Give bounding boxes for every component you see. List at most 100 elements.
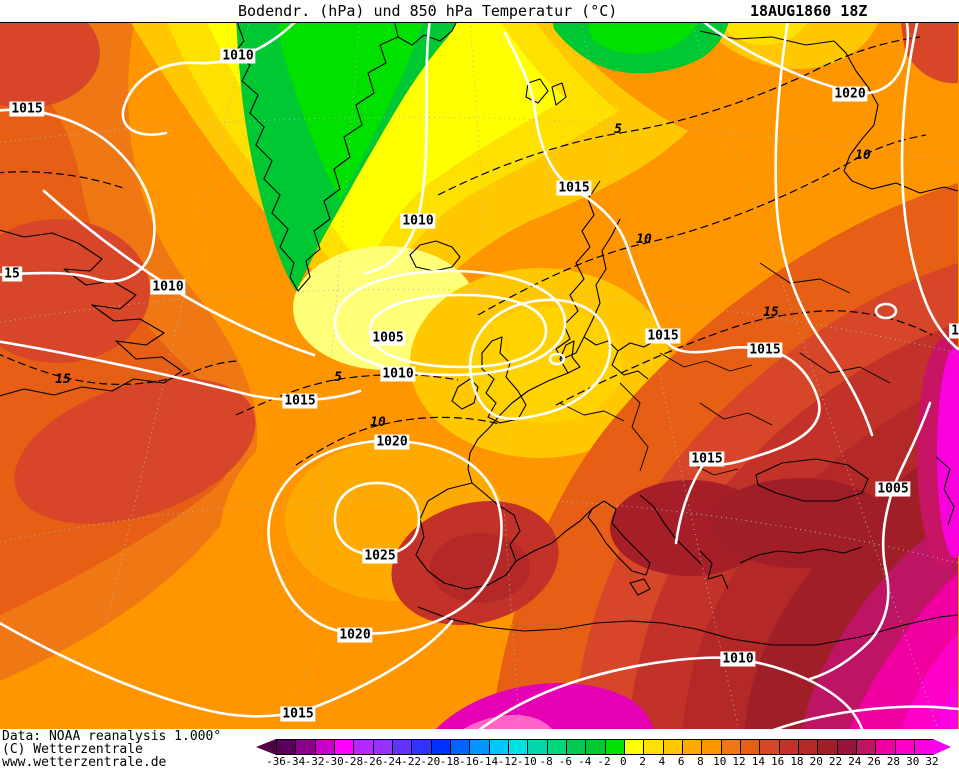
north-africa-coast bbox=[417, 606, 959, 646]
isobar-label: 1015 bbox=[689, 451, 725, 467]
isobar-label: 1015 bbox=[556, 180, 592, 196]
colorbar-tick: 18 bbox=[790, 755, 804, 768]
svalbard-coast bbox=[525, 78, 567, 106]
colorbar-cell bbox=[740, 740, 761, 754]
colorbar-tick: 16 bbox=[771, 755, 785, 768]
colorbar-cell bbox=[798, 740, 819, 754]
colorbar-cell bbox=[354, 740, 374, 754]
colorbar-tick: -24 bbox=[381, 755, 402, 768]
colorbar-tick: -14 bbox=[478, 755, 499, 768]
colorbar-cell bbox=[856, 740, 877, 754]
temperature-contour-label: 5 bbox=[614, 122, 622, 137]
colorbar-cell bbox=[528, 740, 548, 754]
colorbar-tick: 12 bbox=[732, 755, 746, 768]
colorbar-tick: -34 bbox=[285, 755, 306, 768]
colorbar-tick: 28 bbox=[886, 755, 901, 768]
colorbar-cell bbox=[489, 740, 509, 754]
colorbar-cell bbox=[373, 740, 393, 754]
footer: Data: NOAA reanalysis 1.000° (C) Wetterz… bbox=[0, 729, 959, 770]
colorbar-cell bbox=[663, 740, 683, 754]
colorbar-tick: -26 bbox=[362, 755, 383, 768]
isobar-label: 1010 bbox=[380, 366, 416, 382]
colorbar-cell bbox=[412, 740, 432, 754]
colorbar-tick: -32 bbox=[304, 755, 325, 768]
colorbar-cell bbox=[470, 740, 490, 754]
colorbar-cell bbox=[547, 740, 567, 754]
isobar-label: 1010 bbox=[400, 213, 436, 229]
map-datetime: 18AUG1860 18Z bbox=[750, 2, 868, 20]
colorbar-tick: 0 bbox=[619, 755, 627, 768]
credit-website: www.wetterzentrale.de bbox=[2, 755, 167, 770]
isobar-label: 1015 bbox=[645, 328, 681, 344]
iceland-coast bbox=[409, 240, 461, 272]
colorbar-cell bbox=[605, 740, 625, 754]
colorbar-right-arrow bbox=[933, 739, 951, 755]
colorbar-tick: 10 bbox=[713, 755, 727, 768]
colorbar-tick: 32 bbox=[925, 755, 939, 768]
isobar-label: 1020 bbox=[374, 434, 410, 450]
isobar-label: 1015 bbox=[280, 706, 316, 722]
isobar-label: 1020 bbox=[337, 627, 373, 643]
colorbar-cell bbox=[702, 740, 722, 754]
black-sea-coast bbox=[755, 458, 869, 502]
temperature-contour-label: 10 bbox=[370, 415, 386, 430]
colorbar-cell bbox=[296, 740, 316, 754]
colorbar-cell bbox=[624, 740, 645, 754]
colorbar-tick: -22 bbox=[401, 755, 421, 768]
caspian-coast bbox=[935, 456, 955, 526]
isobar-label: 1005 bbox=[875, 481, 911, 497]
temperature-contour-label: 15 bbox=[763, 305, 779, 320]
temperature-contours bbox=[0, 36, 933, 466]
page-title: Bodendr. (hPa) und 850 hPa Temperatur (°… bbox=[238, 2, 618, 20]
colorbar-cell bbox=[721, 740, 741, 754]
colorbar-tick: 4 bbox=[658, 755, 666, 768]
temperature-contour-label: 10 bbox=[855, 148, 871, 163]
colorbar-tick: -20 bbox=[420, 755, 441, 768]
colorbar-tick: -12 bbox=[497, 755, 518, 768]
italy-coast bbox=[587, 500, 651, 596]
colorbar-cell bbox=[682, 740, 703, 754]
colorbar-cell bbox=[431, 740, 451, 754]
colorbar-cell bbox=[895, 740, 915, 754]
colorbar-tick: -30 bbox=[323, 755, 344, 768]
map-area: 1010 1015 1010 1010 15 1005 1010 1015 1020 1025 10… bbox=[0, 22, 959, 730]
credit-copyright: (C) Wetterzentrale bbox=[2, 742, 143, 757]
colorbar-cell bbox=[334, 740, 355, 754]
map-labels-layer: 1010 1015 1010 1010 15 1005 1010 1015 1020 1025 10… bbox=[0, 23, 959, 730]
iberia-coast bbox=[415, 482, 521, 590]
isobar-label: 1010 bbox=[720, 651, 756, 667]
colorbar-tick-labels: -36 -34 -32 -30 -28 -26 -24 -22 -20 -18 -16 -14 -12-… bbox=[0, 755, 959, 768]
isobar-label: 1005 bbox=[370, 330, 406, 346]
colorbar-cell bbox=[508, 740, 529, 754]
uk-coast bbox=[481, 336, 527, 424]
temperature-contour-label: 15 bbox=[55, 372, 71, 387]
graticule bbox=[0, 23, 959, 730]
colorbar-tick: 30 bbox=[906, 755, 920, 768]
colorbar-tick: 24 bbox=[848, 755, 862, 768]
ireland-coast bbox=[451, 378, 479, 410]
colorbar-tick: -28 bbox=[343, 755, 364, 768]
isobar-label: 1010 bbox=[220, 48, 256, 64]
isobar-label: 1020 bbox=[832, 86, 868, 102]
colorbar-cell bbox=[644, 740, 664, 754]
weather-map bbox=[0, 23, 959, 730]
isobar-label: 1025 bbox=[362, 548, 398, 564]
colorbar-cell bbox=[392, 740, 413, 754]
colorbar-cell bbox=[837, 740, 857, 754]
colorbar-tick: -16 bbox=[459, 755, 479, 768]
temperature-shading bbox=[0, 23, 959, 730]
credit-data-source: Data: NOAA reanalysis 1.000° bbox=[2, 729, 222, 744]
colorbar-tick: -2 bbox=[597, 755, 611, 768]
colorbar-tick: 14 bbox=[751, 755, 765, 768]
colorbar-tick: 2 bbox=[639, 755, 646, 768]
temperature-colorbar bbox=[276, 739, 934, 755]
europe-coast bbox=[467, 372, 569, 484]
isobar-label: 1015 bbox=[282, 393, 318, 409]
colorbar-tick: -36 bbox=[266, 755, 286, 768]
colorbar-cell bbox=[566, 740, 587, 754]
colorbar-tick: -6 bbox=[558, 755, 573, 768]
colorbar-tick: 8 bbox=[697, 755, 704, 768]
isobar-label: 1015 bbox=[747, 342, 783, 358]
isobar-label: 1 bbox=[949, 323, 959, 339]
colorbar-cell bbox=[914, 740, 934, 754]
